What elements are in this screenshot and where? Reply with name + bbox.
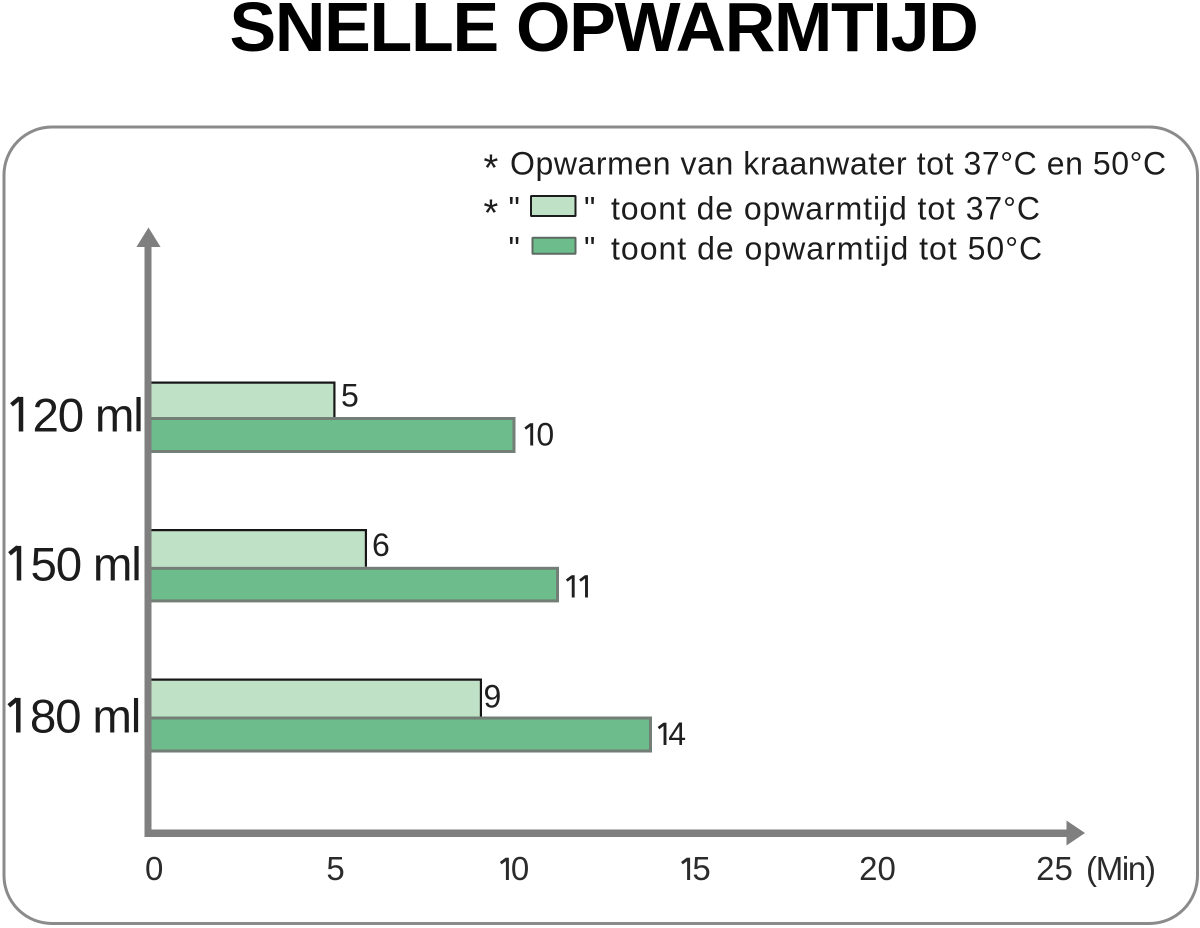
svg-text:": " (509, 191, 520, 227)
svg-text:5: 5 (341, 378, 359, 414)
svg-text:0: 0 (511, 850, 529, 887)
svg-text:toont de opwarmtijd tot 37°C: toont de opwarmtijd tot 37°C (611, 191, 1041, 227)
svg-text:SNELLE OPWARMTIJD: SNELLE OPWARMTIJD (230, 0, 978, 66)
svg-text:9: 9 (484, 679, 502, 715)
svg-text:": " (509, 231, 520, 267)
svg-text:*: * (484, 193, 499, 235)
svg-text:20: 20 (859, 850, 896, 887)
svg-text:(Min): (Min) (1086, 850, 1155, 887)
svg-text:5: 5 (692, 850, 710, 887)
svg-text:0: 0 (145, 850, 163, 887)
svg-text:0: 0 (536, 417, 554, 453)
svg-text:": " (584, 231, 595, 267)
svg-text:25: 25 (1036, 850, 1073, 887)
svg-text:50 ml: 50 ml (31, 539, 141, 592)
svg-text:Opwarmen van kraanwater tot 37: Opwarmen van kraanwater tot 37°C en 50°C (510, 146, 1167, 182)
svg-text:4: 4 (668, 716, 686, 752)
svg-text:80 ml: 80 ml (30, 691, 140, 744)
svg-text:*: * (484, 148, 499, 190)
svg-text:": " (584, 191, 595, 227)
svg-text:toont de opwarmtijd tot 50°C: toont de opwarmtijd tot 50°C (611, 231, 1043, 267)
svg-text:6: 6 (372, 527, 390, 563)
svg-text:5: 5 (326, 850, 344, 887)
svg-text:20 ml: 20 ml (33, 390, 143, 443)
